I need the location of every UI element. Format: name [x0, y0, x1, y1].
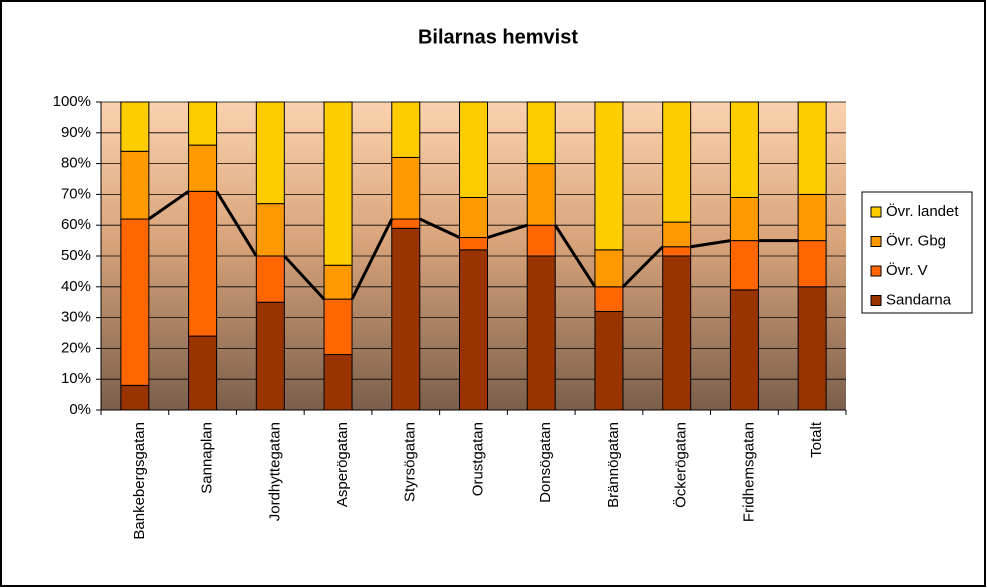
x-tick-label: Sannaplan [199, 422, 216, 494]
bar-segment [391, 218, 421, 229]
y-tick-label: 80% [61, 155, 91, 172]
y-tick-label: 20% [61, 339, 91, 356]
bar-segment [594, 310, 624, 411]
bar-segment [729, 196, 759, 242]
bar-segment [120, 218, 150, 386]
bar-segment [120, 101, 150, 152]
bar-segment [526, 163, 556, 226]
bar-segment [323, 264, 353, 300]
x-tick-label: Fridhemsgatan [740, 422, 757, 522]
series-line [215, 190, 258, 257]
bar-segment [459, 101, 488, 198]
y-tick-label: 30% [61, 309, 91, 326]
bar-segment [662, 255, 692, 411]
series-line [487, 223, 528, 239]
y-tick-label: 70% [61, 185, 91, 202]
series-line [350, 218, 394, 300]
legend-label: Sandarna [886, 291, 952, 308]
bar-segment [526, 224, 556, 257]
bar-segment [662, 221, 692, 248]
bar-segment [797, 286, 827, 411]
x-tick-label: Donsögatan [537, 422, 554, 503]
x-tick-label: Brännögatan [605, 422, 622, 508]
bar-segment [255, 203, 285, 257]
x-tick-label: Orustgatan [469, 422, 486, 496]
bar-segment [729, 240, 759, 291]
bar-segment [662, 101, 692, 223]
bar-segment [120, 150, 150, 220]
bar-segment [662, 246, 692, 257]
legend-label: Övr. Gbg [886, 231, 946, 249]
bar-segment [188, 335, 218, 411]
bar-segment [391, 156, 421, 220]
x-tick-label: Styrsögatan [402, 422, 419, 502]
bar-segment [188, 144, 218, 192]
bar-segment [459, 196, 488, 239]
x-tick-label: Totalt [808, 421, 825, 458]
series-line [621, 245, 664, 288]
y-tick-label: 40% [61, 278, 91, 295]
legend-label: Övr. landet [886, 202, 959, 220]
bar-segment [188, 190, 218, 337]
bar-segment [323, 354, 353, 411]
y-tick-label: 0% [69, 401, 91, 418]
y-tick-label: 50% [61, 247, 91, 264]
series-line [148, 190, 190, 221]
bar-segment [526, 101, 556, 165]
legend-label: Övr. V [886, 261, 928, 279]
bar-segment [391, 101, 421, 158]
x-tick-label: Bankebergsgatan [131, 422, 148, 540]
legend-swatch [870, 206, 882, 218]
x-tick-label: Öckerögatan [672, 422, 690, 508]
bar-segment [255, 101, 285, 205]
bar-segment [255, 255, 285, 303]
bar-segment [459, 249, 488, 411]
chart-title: Bilarnas hemvist [418, 26, 578, 48]
bar-segment [188, 101, 218, 146]
y-tick-label: 90% [61, 124, 91, 141]
legend-swatch [870, 295, 882, 306]
series-line [419, 217, 461, 239]
bar-segment [797, 193, 827, 242]
bar-segment [323, 101, 353, 266]
bar-segment [594, 286, 624, 312]
x-tick-label: Jordhyttegatan [266, 422, 283, 521]
bar-segment [594, 249, 624, 288]
legend-swatch [870, 236, 882, 247]
x-tick-label: Asperögatan [334, 422, 351, 507]
bar-segment [797, 240, 827, 288]
legend-swatch [870, 265, 882, 277]
bar-segment [729, 289, 759, 411]
bar-segment [391, 227, 421, 411]
bar-segment [526, 255, 556, 411]
series-line [283, 254, 326, 301]
bar-segment [729, 101, 759, 198]
y-tick-label: 60% [61, 216, 91, 233]
series-line [553, 224, 597, 288]
bar-segment [459, 237, 488, 251]
bar-segment [594, 101, 624, 251]
series-line [690, 239, 731, 249]
y-tick-label: 10% [61, 370, 91, 387]
y-tick-label: 100% [53, 93, 91, 110]
bar-segment [323, 298, 353, 356]
bar-segment [797, 101, 827, 195]
bar-segment [255, 301, 285, 411]
bar-segment [120, 384, 150, 411]
